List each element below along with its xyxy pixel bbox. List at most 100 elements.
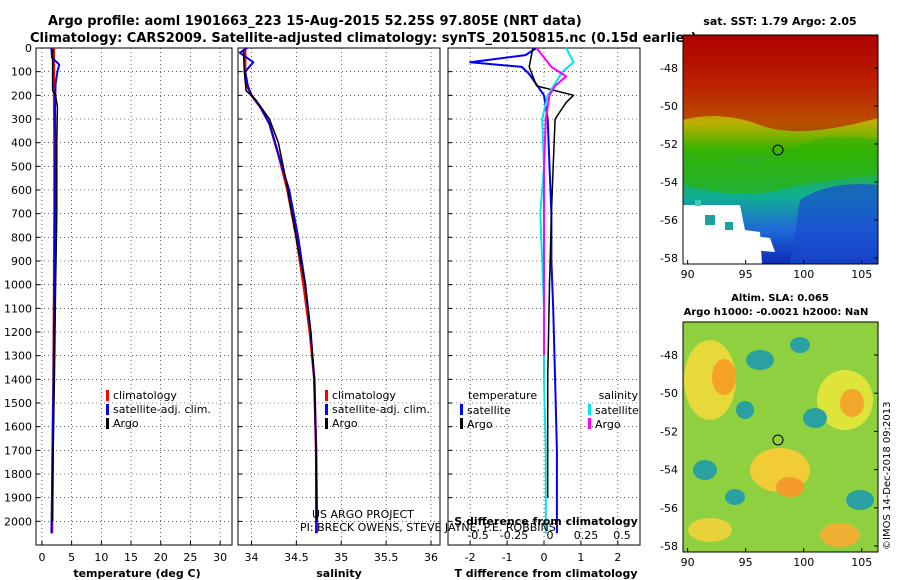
series-satellite-line: [539, 47, 575, 534]
s-tick-label: 0: [547, 529, 554, 542]
x-tick-label: 35.5: [374, 551, 399, 564]
legend-label: satellite-adj. clim.: [113, 403, 211, 416]
y-tick-label: 1700: [4, 444, 32, 457]
y-tick-label: 0: [25, 42, 32, 55]
y-tick-label: 1200: [4, 326, 32, 339]
legend-label: Argo: [332, 417, 358, 430]
y-tick-label: 1000: [4, 279, 32, 292]
legend-swatch: [325, 418, 328, 429]
s-tick-label: -0.5: [467, 529, 488, 542]
legend-label: Argo: [467, 418, 493, 431]
y-tick-label: 2000: [4, 515, 32, 528]
y-tick-label: 100: [11, 66, 32, 79]
legend-swatch: [588, 418, 591, 429]
legend-swatch: [106, 418, 109, 429]
s-tick-label: 0.5: [613, 529, 631, 542]
x-tick-label: 15: [124, 551, 138, 564]
legend-label: Argo: [595, 418, 621, 431]
legend-label: satellite: [467, 404, 511, 417]
legend-swatch: [460, 418, 463, 429]
x-tick-label: -1: [502, 551, 513, 564]
difference-panel: -2 -1 0 1 2 -0.5 -0.25 0 0.25 0.5 temperature salin…: [447, 47, 641, 564]
legend-label: climatology: [113, 389, 177, 402]
x-tick-label: 34.5: [284, 551, 309, 564]
series-satellite-line: [469, 47, 558, 534]
sla-map-title-line2: Argo h1000: -0.0021 h2000: NaN: [684, 307, 869, 318]
legend-label: satellite: [595, 404, 639, 417]
series-argo-line: [242, 49, 318, 522]
sla-map: [683, 322, 878, 552]
y-tick-label: 500: [11, 160, 32, 173]
map-y-tick-label: -54: [660, 176, 678, 189]
legend-title-salinity: salinity: [599, 389, 639, 402]
figure-title-line1: Argo profile: aoml 1901663_223 15-Aug-20…: [48, 14, 582, 29]
y-tick-label: 200: [11, 89, 32, 102]
series-argo-line: [535, 47, 568, 356]
map-y-tick-label: -54: [660, 464, 678, 477]
map-x-tick-label: 100: [793, 556, 814, 569]
salinity-panel: 34 34.5 35 35.5 36 climatologysatellite-adj. …: [237, 47, 441, 564]
map-x-tick-label: 90: [681, 556, 695, 569]
x-tick-label: 10: [94, 551, 108, 564]
sla-map-frame: [682, 321, 879, 553]
y-tick-label: 600: [11, 184, 32, 197]
figure-title-line2: Climatology: CARS2009. Satellite-adjuste…: [30, 31, 697, 46]
x-tick-label: 25: [183, 551, 197, 564]
legend-swatch: [460, 404, 463, 415]
legend-swatch: [106, 390, 109, 401]
y-tick-label: 1300: [4, 350, 32, 363]
s-tick-label: 0.25: [574, 529, 599, 542]
temperature-xlabel: temperature (deg C): [73, 567, 200, 580]
y-tick-label: 800: [11, 231, 32, 244]
sst-map: [683, 35, 878, 264]
map-x-tick-label: 100: [793, 268, 814, 281]
legend-label: Argo: [113, 417, 139, 430]
series-argo-line: [528, 47, 575, 498]
sla-map-title-line1: Altim. SLA: 0.065: [731, 293, 829, 304]
x-tick-label: 5: [68, 551, 75, 564]
sla-float-marker: [772, 434, 784, 446]
x-tick-label: 36: [424, 551, 438, 564]
y-tick-label: 900: [11, 255, 32, 268]
difference-xlabel: T difference from climatology: [454, 567, 637, 580]
x-tick-label: 2: [614, 551, 621, 564]
x-tick-label: -2: [465, 551, 476, 564]
sst-map-title: sat. SST: 1.79 Argo: 2.05: [703, 15, 856, 28]
x-tick-label: 1: [577, 551, 584, 564]
legend-swatch: [106, 404, 109, 415]
map-y-tick-label: -50: [660, 387, 678, 400]
series-argo-line: [51, 49, 59, 522]
series-satellite-adj-clim--line: [50, 47, 61, 534]
y-tick-label: 1500: [4, 397, 32, 410]
map-y-tick-label: -58: [660, 540, 678, 553]
temperature-panel: 0 5 10 15 20 25 300100200300400500600700800900…: [4, 42, 233, 564]
x-tick-label: 20: [154, 551, 168, 564]
legend-swatch: [325, 390, 328, 401]
map-x-tick-label: 95: [739, 268, 753, 281]
y-tick-label: 1800: [4, 468, 32, 481]
sst-float-marker: [772, 144, 784, 156]
s-tick-label: -0.25: [500, 529, 528, 542]
y-tick-label: 300: [11, 113, 32, 126]
map-x-tick-label: 105: [851, 556, 872, 569]
imos-credit: ©IMOS 14-Dec-2018 09:2013: [882, 402, 893, 550]
map-y-tick-label: -56: [660, 214, 678, 227]
salinity-xlabel: salinity: [316, 567, 362, 580]
legend-label: satellite-adj. clim.: [332, 403, 430, 416]
x-tick-label: 35: [334, 551, 348, 564]
map-y-tick-label: -56: [660, 502, 678, 515]
x-tick-label: 34: [244, 551, 258, 564]
map-x-tick-label: 95: [739, 556, 753, 569]
legend-title-temperature: temperature: [468, 389, 537, 402]
map-y-tick-label: -50: [660, 100, 678, 113]
legend-swatch: [325, 404, 328, 415]
pi-annotation: PI: BRECK OWENS, STEVE JAYNE, P.E. ROBBI…: [300, 521, 556, 534]
legend-label: climatology: [332, 389, 396, 402]
x-tick-label: 0: [38, 551, 45, 564]
x-tick-label: 30: [213, 551, 227, 564]
difference-xlabel-top: S difference from climatology: [454, 515, 638, 528]
map-y-tick-label: -52: [660, 425, 678, 438]
y-tick-label: 1600: [4, 421, 32, 434]
